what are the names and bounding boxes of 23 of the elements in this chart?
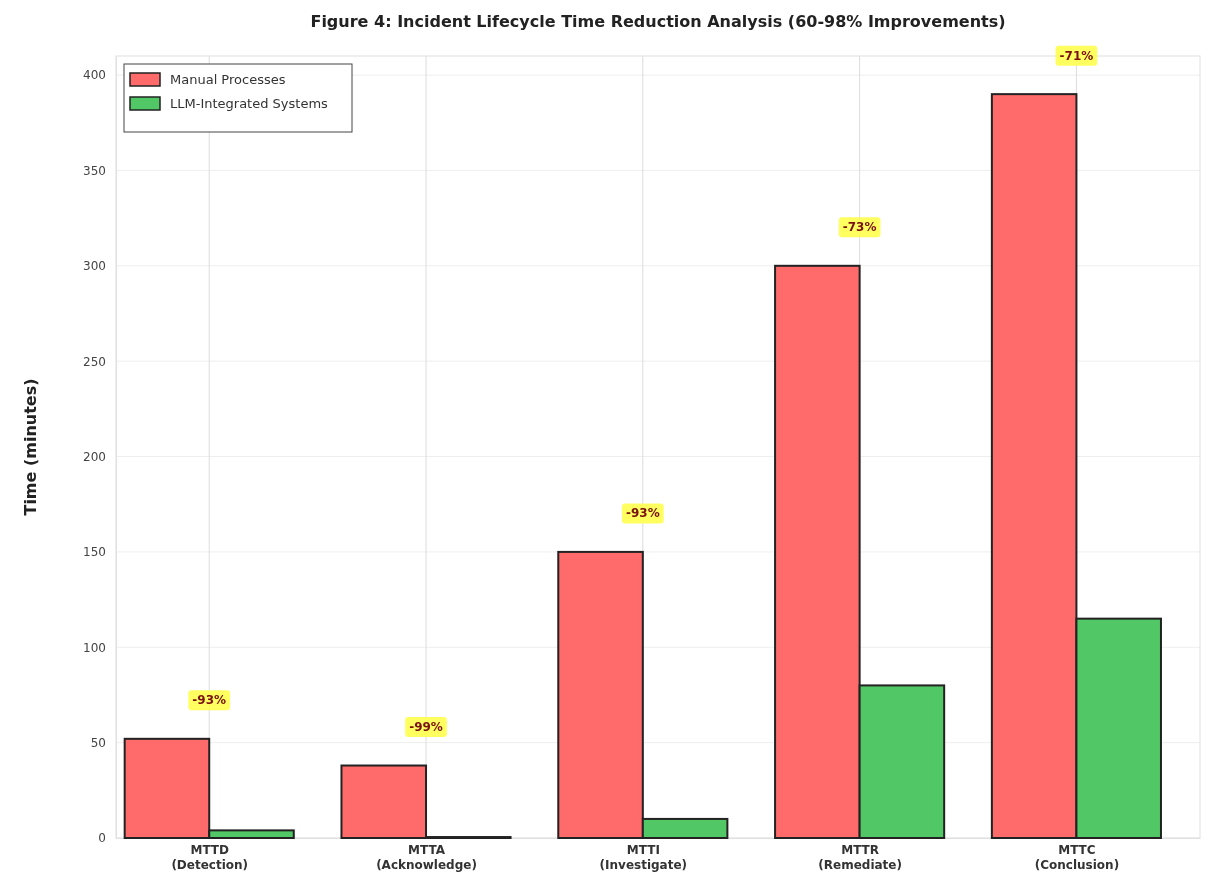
annotation: -99% <box>409 720 443 735</box>
y-tick-label: 350 <box>83 163 106 178</box>
y-tick-label: 50 <box>90 735 106 750</box>
y-axis-title: Time (minutes) <box>21 378 40 516</box>
annotation: -71% <box>1059 48 1094 63</box>
annotation: -93% <box>192 693 227 708</box>
y-tick-label: 200 <box>83 449 106 464</box>
annotation: -73% <box>842 220 877 235</box>
y-tick-label: 300 <box>83 259 106 274</box>
legend-label: LLM-Integrated Systems <box>170 96 329 111</box>
y-tick-label: 400 <box>83 68 106 83</box>
x-tick-label: MTTI (Investigate) <box>599 843 688 872</box>
x-tick-label: MTTR (Remediate) <box>818 843 902 872</box>
annotation: -93% <box>625 506 660 521</box>
y-tick-label: 0 <box>98 831 106 846</box>
y-tick-label: 250 <box>83 354 106 369</box>
y-tick-label: 100 <box>83 640 106 655</box>
x-tick-label: MTTA (Acknowledge) <box>376 843 477 872</box>
y-tick-label: 150 <box>83 545 106 560</box>
x-tick-label: MTTC (Conclusion) <box>1034 843 1120 872</box>
x-tick-label: MTTD (Detection) <box>171 843 249 872</box>
legend-label: Manual Processes <box>170 72 286 87</box>
chart-title: Figure 4: Incident Lifecycle Time Reduction Analysis (60-98% Improvements) <box>310 12 1006 31</box>
